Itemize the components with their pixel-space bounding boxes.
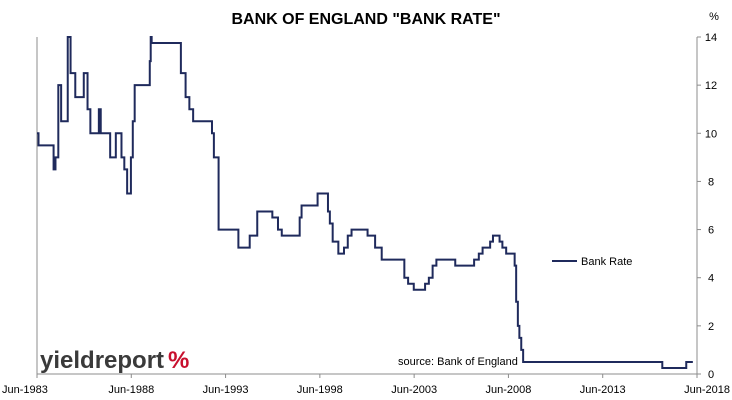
series-line-bank-rate <box>37 36 693 369</box>
x-tick-label: Jun-1998 <box>297 384 343 396</box>
y-tick-label: 2 <box>708 321 714 333</box>
axes <box>36 37 698 375</box>
legend-label-bank-rate: Bank Rate <box>581 256 632 268</box>
legend: Bank Rate <box>552 256 632 268</box>
x-axis-ticks: Jun-1983 Jun-1988 Jun-1993 Jun-1998 Jun-2003… <box>2 374 730 396</box>
svg-text:yieldreport%: yieldreport% <box>40 347 189 374</box>
y-tick-label: 6 <box>708 225 714 237</box>
y-tick-label: 10 <box>705 128 717 140</box>
y-tick-label: 12 <box>705 80 717 92</box>
x-tick-label: Jun-2003 <box>391 384 437 396</box>
x-tick-label: Jun-1993 <box>203 384 249 396</box>
x-tick-label: Jun-1983 <box>2 384 48 396</box>
logo-text: yieldreport <box>40 347 164 374</box>
x-tick-label: Jun-2018 <box>684 384 730 396</box>
y-tick-label: 0 <box>708 369 714 381</box>
y-tick-label: 14 <box>705 32 717 44</box>
percent-icon: % <box>168 347 189 374</box>
series-lines <box>37 36 693 369</box>
y-tick-label: 8 <box>708 176 714 188</box>
source-note: source: Bank of England <box>398 356 518 368</box>
x-tick-label: Jun-2013 <box>580 384 626 396</box>
x-tick-label: Jun-2008 <box>485 384 531 396</box>
y-tick-label: 4 <box>708 273 714 285</box>
yieldreport-logo: yieldreport% <box>40 347 189 374</box>
y-axis-unit: % <box>709 11 719 23</box>
y-axis-ticks: 0 2 4 6 8 10 12 14 <box>697 32 717 381</box>
chart-title: BANK OF ENGLAND "BANK RATE" <box>231 11 500 28</box>
x-tick-label: Jun-1988 <box>108 384 154 396</box>
